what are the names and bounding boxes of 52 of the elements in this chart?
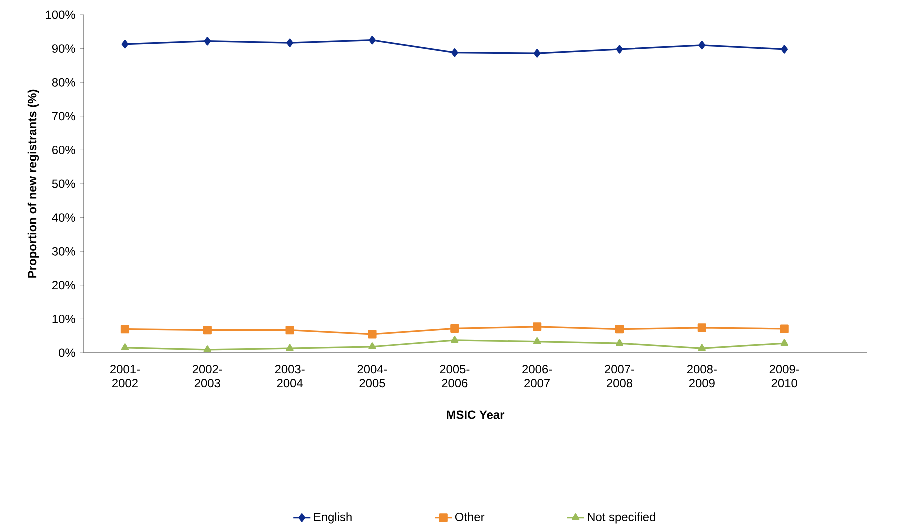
point: [286, 344, 294, 352]
x-tick-label: 2001-2002: [110, 365, 140, 388]
x-tick-label: 2006-2007: [522, 365, 552, 388]
legend-label: Not specified: [588, 512, 656, 524]
point: [451, 48, 458, 58]
point: [616, 339, 624, 346]
x-tick-label: 2008-2009: [687, 365, 717, 388]
point: [120, 325, 130, 334]
point: [368, 342, 376, 350]
y-tick-label: 20%: [52, 281, 76, 290]
point: [450, 324, 460, 333]
y-tick-label: 70%: [52, 112, 76, 121]
point: [698, 344, 706, 352]
y-tick-label: 30%: [52, 247, 76, 256]
point: [286, 38, 294, 48]
point: [698, 324, 706, 332]
y-tick-label: 0%: [59, 348, 76, 358]
point: [780, 339, 788, 346]
x-tick-label: 2009-2010: [770, 365, 800, 388]
point: [121, 344, 130, 350]
point: [533, 338, 542, 344]
y-tick-label: 40%: [52, 214, 76, 222]
x-axis-title: MSIC Year: [447, 410, 505, 420]
y-axis-title: Proportion of new registrants (%): [28, 90, 40, 278]
point: [368, 330, 377, 339]
point: [615, 325, 624, 334]
point: [781, 45, 788, 54]
legend-label: Other: [455, 512, 485, 522]
point: [780, 324, 789, 334]
point: [451, 336, 459, 344]
y-tick-label: 90%: [52, 44, 76, 54]
y-tick-label: 60%: [52, 146, 76, 154]
point: [616, 45, 624, 54]
point: [698, 41, 706, 50]
y-tick-label: 10%: [52, 314, 76, 324]
point: [203, 326, 212, 335]
point: [204, 37, 212, 46]
x-tick-label: 2003-2004: [275, 365, 305, 388]
x-tick-label: 2007-2008: [605, 365, 634, 388]
legend-label: English: [314, 512, 352, 524]
y-tick-label: 80%: [52, 78, 76, 87]
x-tick-label: 2005-2006: [440, 365, 470, 388]
point: [286, 326, 294, 335]
y-tick-label: 100%: [46, 10, 76, 20]
x-tick-label: 2004-2005: [358, 365, 388, 388]
point: [204, 346, 212, 352]
point: [122, 40, 129, 49]
x-tick-label: 2002-2003: [192, 365, 222, 388]
point: [369, 36, 376, 45]
point: [534, 49, 541, 58]
point: [533, 322, 542, 332]
y-tick-label: 50%: [52, 180, 76, 188]
